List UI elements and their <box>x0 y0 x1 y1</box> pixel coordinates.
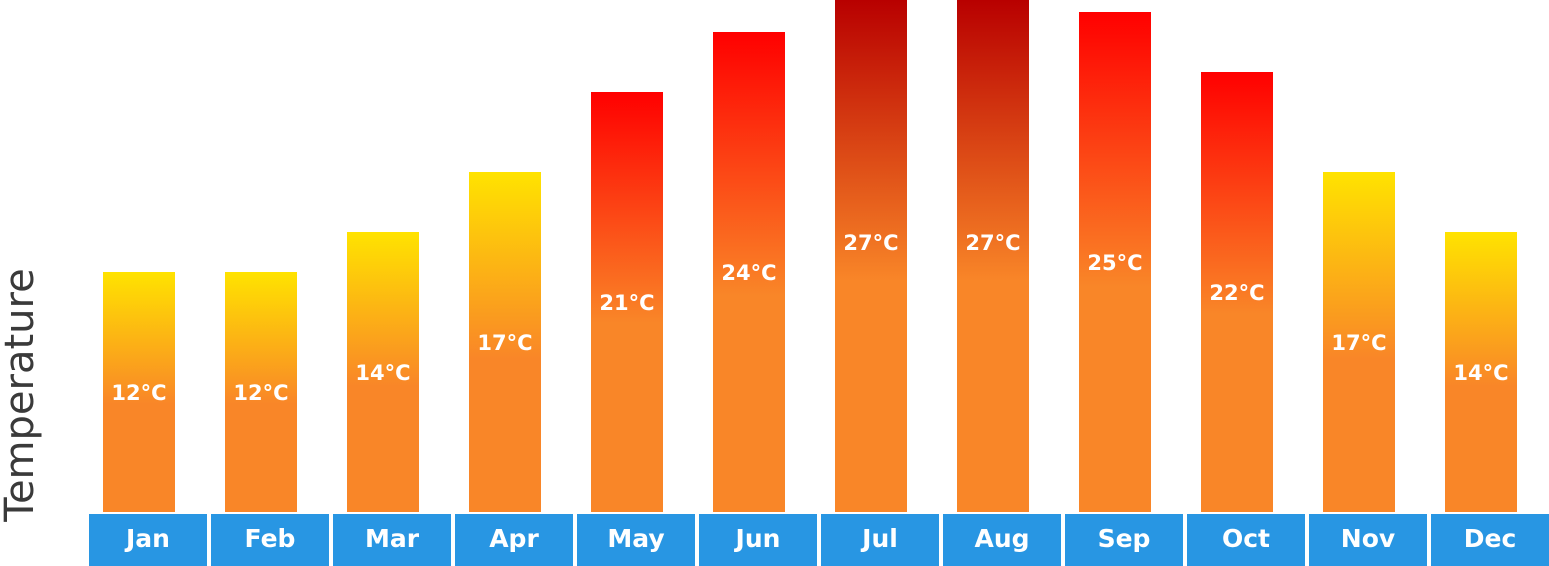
bar-jun <box>713 32 785 512</box>
bar-sep <box>1079 12 1151 512</box>
data-label: 24°C <box>721 261 776 285</box>
x-tick-label: Jul <box>860 524 898 553</box>
data-label: 14°C <box>1453 361 1508 385</box>
x-tick-label: Sep <box>1098 524 1151 553</box>
month-cell <box>455 514 573 566</box>
bar-jan <box>103 272 175 512</box>
x-tick-label: Jun <box>734 524 781 553</box>
month-cell <box>211 514 329 566</box>
bar-apr <box>469 172 541 512</box>
data-label: 14°C <box>355 361 410 385</box>
month-cell <box>699 514 817 566</box>
bar-dec <box>1445 232 1517 512</box>
data-label: 22°C <box>1209 281 1264 305</box>
bar-oct <box>1201 72 1273 512</box>
bar-nov <box>1323 172 1395 512</box>
bar-may <box>591 92 663 512</box>
data-label: 12°C <box>111 381 166 405</box>
x-tick-label: Nov <box>1341 524 1395 553</box>
bar-jul <box>835 0 907 512</box>
x-tick-label: Jan <box>124 524 170 553</box>
month-cell <box>1187 514 1305 566</box>
month-cell <box>943 514 1061 566</box>
data-label: 17°C <box>1331 331 1386 355</box>
bar-feb <box>225 272 297 512</box>
month-cell <box>89 514 207 566</box>
data-label: 21°C <box>599 291 654 315</box>
x-tick-label: Feb <box>245 524 296 553</box>
y-axis-label: Temperature <box>0 268 43 522</box>
data-label: 25°C <box>1087 251 1142 275</box>
x-tick-label: Mar <box>365 524 420 553</box>
month-cell <box>1309 514 1427 566</box>
data-label: 17°C <box>477 331 532 355</box>
month-cell <box>1065 514 1183 566</box>
x-tick-label: Dec <box>1464 524 1517 553</box>
month-cell <box>577 514 695 566</box>
data-label: 12°C <box>233 381 288 405</box>
month-cell <box>1431 514 1549 566</box>
x-tick-label: Apr <box>489 524 539 553</box>
data-label: 27°C <box>843 231 898 255</box>
bar-mar <box>347 232 419 512</box>
bar-aug <box>957 0 1029 512</box>
x-tick-label: Oct <box>1222 524 1270 553</box>
x-tick-label: May <box>607 524 664 553</box>
x-tick-label: Aug <box>974 524 1029 553</box>
month-cell <box>821 514 939 566</box>
month-cell <box>333 514 451 566</box>
data-label: 27°C <box>965 231 1020 255</box>
